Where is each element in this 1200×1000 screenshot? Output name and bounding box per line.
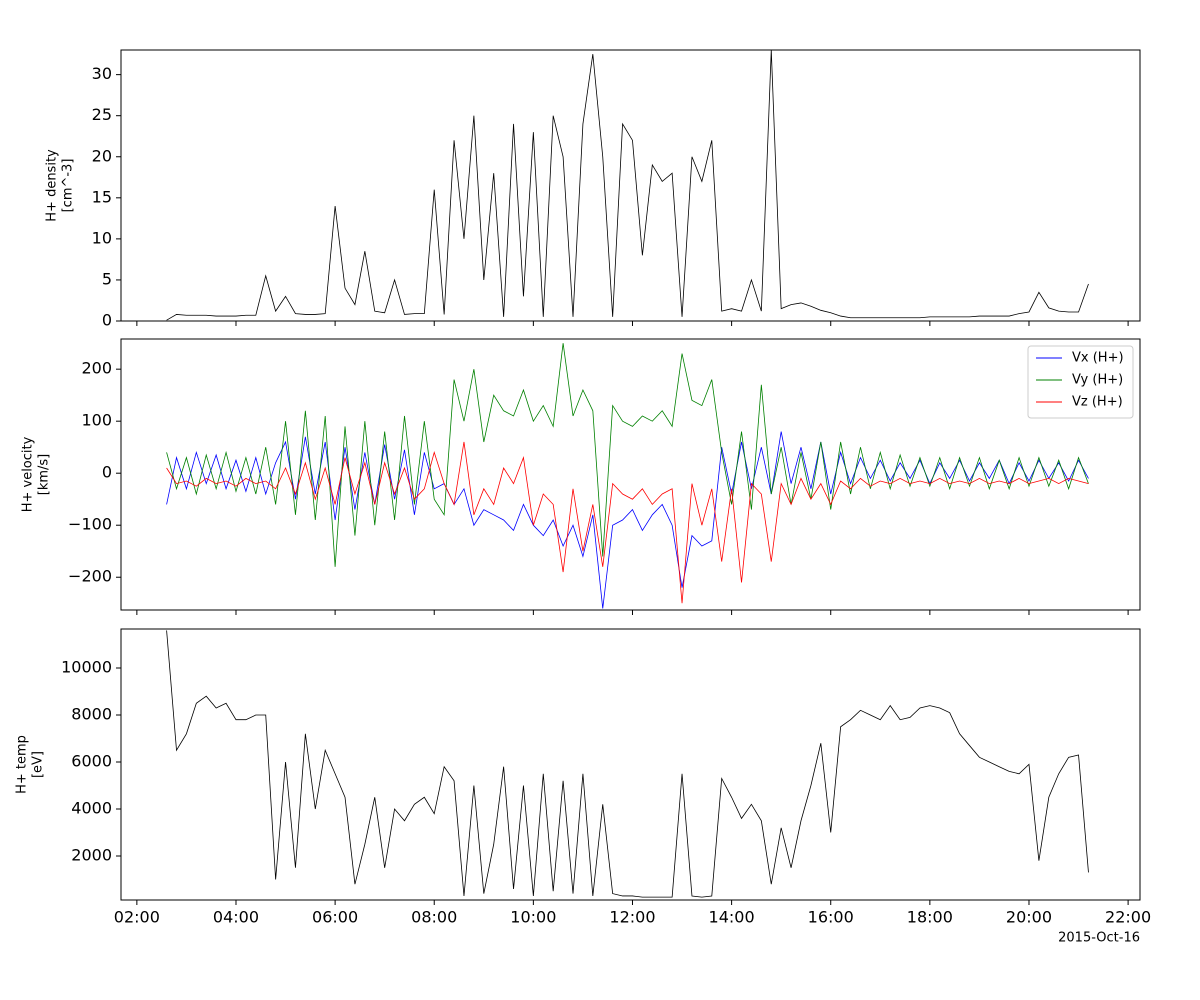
axes-frame [120,338,1141,611]
y-tick-label: 30 [92,64,112,83]
y-tick-label: 0 [102,311,112,330]
y-tick-label: 4000 [71,799,112,818]
x-tick-label: 08:00 [411,908,457,927]
x-tick-label: 06:00 [312,908,358,927]
y-tick-label: 5 [102,269,112,288]
x-tick-label: 12:00 [609,908,655,927]
y-tick-label: 2000 [71,846,112,865]
y-label-line: [eV] [31,751,46,778]
y-tick-label: 15 [92,187,112,206]
y-label-line: [cm^-3] [61,159,76,213]
x-tick-label: 22:00 [1105,908,1151,927]
y-tick-label: 100 [81,411,112,430]
x-tick-label: 18:00 [907,908,953,927]
x-tick-label: 20:00 [1006,908,1052,927]
y-label-line: H+ density [45,149,60,222]
y-axis-label: H+ velocity [km/s] [21,436,52,512]
y-tick-label: 200 [81,359,112,378]
date-label: 2015-Oct-16 [1058,931,1140,946]
axes-frame [120,628,1141,901]
axes-frame [120,49,1141,322]
y-label-line: [km/s] [37,454,52,496]
legend-label: Vz (H+) [1072,395,1123,410]
y-axis-label: H+ density [cm^-3] [45,149,76,222]
y-tick-label: 25 [92,105,112,124]
x-tick-label: 02:00 [114,908,160,927]
series-line [166,343,1089,567]
y-tick-label: 10000 [61,658,112,677]
legend-label: Vy (H+) [1072,373,1123,388]
series-line [166,630,1089,898]
legend-label: Vx (H+) [1072,351,1124,366]
y-label-line: H+ velocity [21,436,36,512]
y-tick-label: −100 [68,515,112,534]
y-tick-label: 10 [92,228,112,247]
y-tick-label: −200 [68,567,112,586]
y-tick-label: 0 [102,463,112,482]
legend-box [1027,345,1134,419]
x-tick-label: 16:00 [808,908,854,927]
y-tick-label: 6000 [71,752,112,771]
series-line [166,441,1089,604]
y-tick-label: 8000 [71,705,112,724]
y-label-line: H+ temp [15,735,30,794]
y-tick-label: 20 [92,146,112,165]
x-tick-label: 10:00 [510,908,556,927]
x-tick-label: 04:00 [213,908,259,927]
series-line [166,50,1089,321]
x-tick-label: 14:00 [709,908,755,927]
y-axis-label: H+ temp [eV] [15,735,46,794]
